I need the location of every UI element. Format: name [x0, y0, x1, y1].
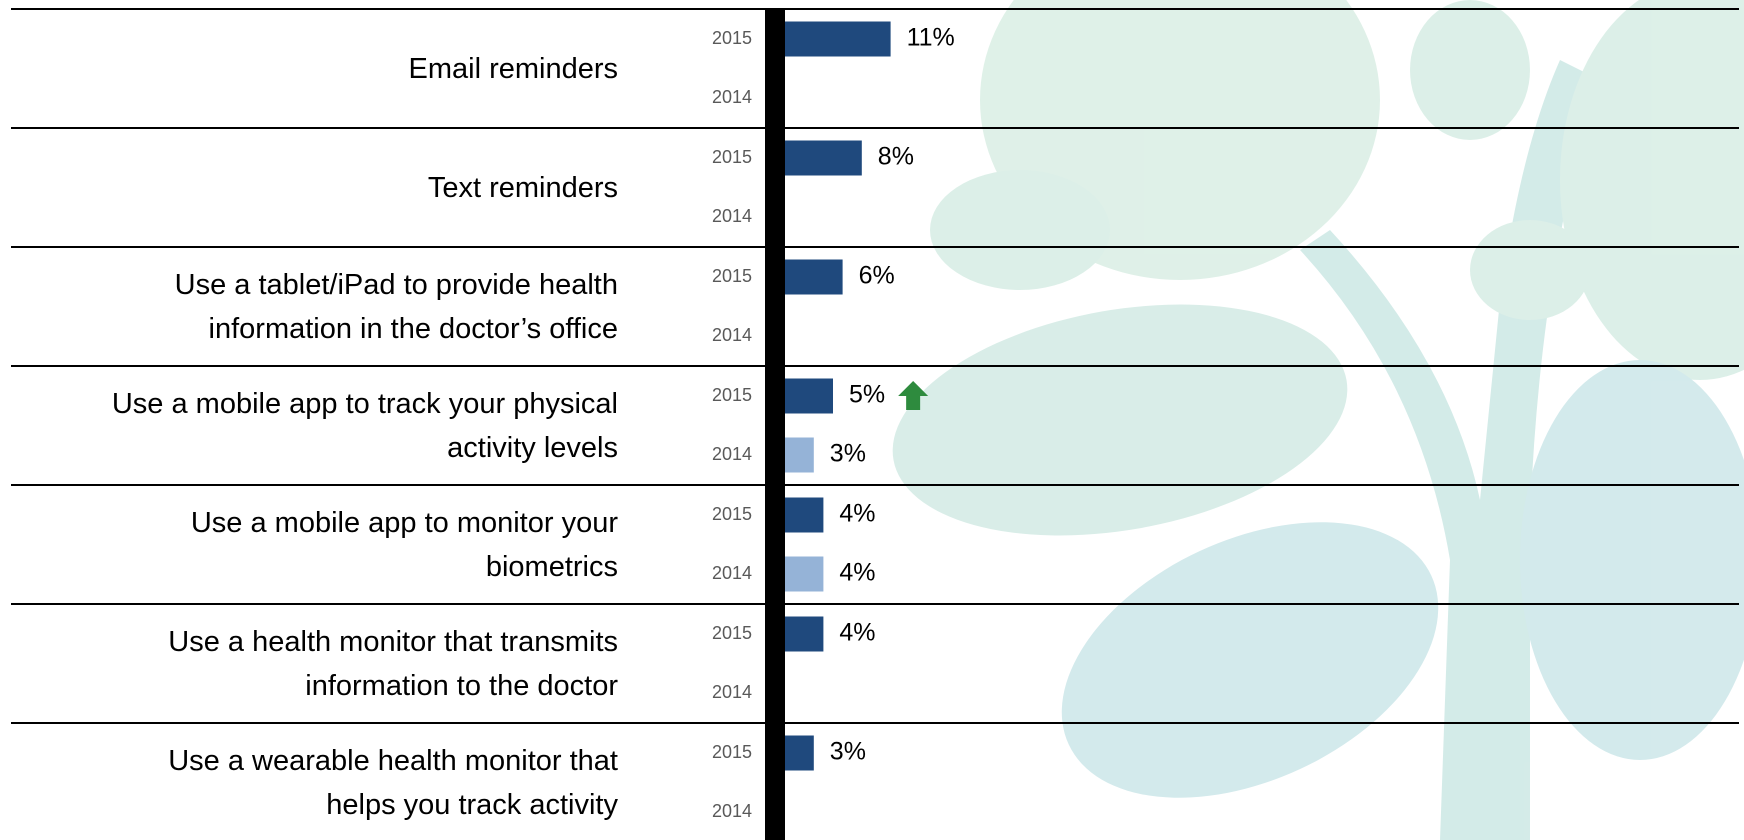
bar [785, 259, 843, 295]
bar [785, 556, 824, 592]
bar [785, 735, 814, 771]
bar [785, 616, 824, 652]
bar [785, 140, 862, 176]
value-label: 11% [907, 24, 955, 52]
bar [785, 21, 891, 57]
year-label: 2015 [712, 147, 752, 167]
category-label: Email reminders [408, 52, 619, 85]
value-label: 5% [849, 381, 885, 409]
value-label: 4% [839, 619, 875, 647]
category-label: Use a wearable health monitor that helps… [168, 744, 618, 821]
category-label: Use a mobile app to monitor your biometr… [190, 506, 618, 583]
value-label: 3% [830, 440, 866, 468]
bar [785, 437, 814, 473]
year-label: 2015 [712, 623, 752, 643]
year-label: 2014 [712, 87, 752, 107]
value-label: 6% [859, 262, 895, 290]
year-label: 2015 [712, 504, 752, 524]
axis-line [765, 9, 785, 840]
value-label: 8% [878, 143, 914, 171]
year-label: 2015 [712, 385, 752, 405]
bar [785, 378, 833, 414]
trend-arrow [898, 381, 929, 410]
category-label: Text reminders [427, 171, 618, 204]
year-label: 2014 [712, 801, 752, 821]
year-label: 2015 [712, 266, 752, 286]
year-label: 2014 [712, 206, 752, 226]
value-label: 4% [839, 500, 875, 528]
year-label: 2015 [712, 742, 752, 762]
year-label: 2014 [712, 325, 752, 345]
category-label: Use a tablet/iPad to provide health info… [174, 268, 618, 345]
background-tree [892, 0, 1744, 840]
year-label: 2014 [712, 444, 752, 464]
bar [785, 497, 824, 533]
year-label: 2014 [712, 682, 752, 702]
year-label: 2015 [712, 28, 752, 48]
category-label: Use a mobile app to track your physical … [111, 387, 618, 464]
year-label: 2014 [712, 563, 752, 583]
category-label: Use a health monitor that transmits info… [168, 625, 618, 702]
value-label: 4% [839, 559, 875, 587]
value-label: 3% [830, 738, 866, 766]
